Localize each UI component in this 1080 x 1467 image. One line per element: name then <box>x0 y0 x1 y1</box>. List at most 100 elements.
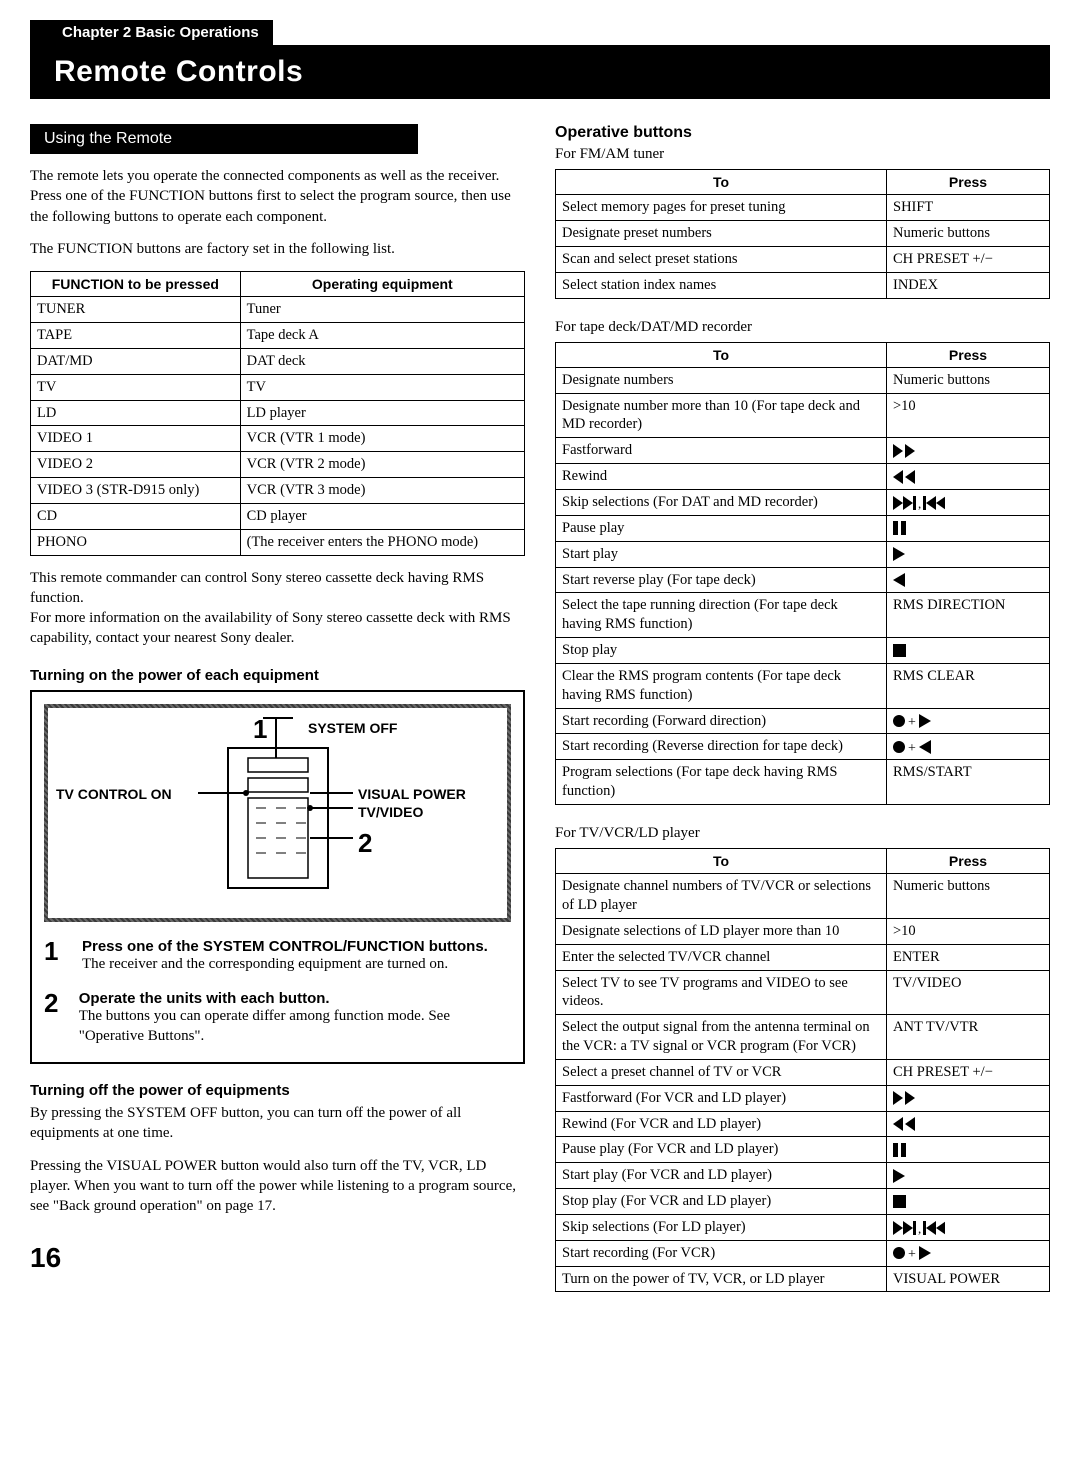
skip-icon: , <box>893 494 945 510</box>
table-row: Designate preset numbersNumeric buttons <box>556 221 1050 247</box>
table-row: Pause play <box>556 515 1050 541</box>
table-cell: Select the tape running direction (For t… <box>556 593 887 638</box>
table-cell <box>887 438 1050 464</box>
table-cell: Select a preset channel of TV or VCR <box>556 1059 887 1085</box>
table-cell: Stop play <box>556 638 887 664</box>
table-cell <box>887 1085 1050 1111</box>
table-row: Start play <box>556 541 1050 567</box>
table-cell: TV <box>31 374 241 400</box>
intro-paragraph-1: The remote lets you operate the connecte… <box>30 166 525 227</box>
table-row: DAT/MDDAT deck <box>31 348 525 374</box>
table-row: TVTV <box>31 374 525 400</box>
table-cell: TAPE <box>31 323 241 349</box>
table-row: Turn on the power of TV, VCR, or LD play… <box>556 1266 1050 1292</box>
function-table: FUNCTION to be pressedOperating equipmen… <box>30 271 525 556</box>
table-cell: , <box>887 489 1050 515</box>
intro-paragraph-2: The FUNCTION buttons are factory set in … <box>30 239 525 259</box>
table-cell <box>887 567 1050 593</box>
table-cell: Select TV to see TV programs and VIDEO t… <box>556 970 887 1015</box>
table-cell: Designate number more than 10 (For tape … <box>556 393 887 438</box>
table-cell: PHONO <box>31 529 241 555</box>
table-row: Select the tape running direction (For t… <box>556 593 1050 638</box>
table-header: Operating equipment <box>240 272 524 297</box>
turn-off-heading: Turning off the power of equipments <box>30 1082 525 1099</box>
table-cell: LD player <box>240 400 524 426</box>
play-icon <box>893 546 907 562</box>
table-cell: (The receiver enters the PHONO mode) <box>240 529 524 555</box>
using-remote-heading: Using the Remote <box>30 124 418 154</box>
remote-diagram: 1 SYSTEM OFF TV CONTROL ON VISUAL POWER … <box>30 690 525 1065</box>
table-cell: VIDEO 2 <box>31 452 241 478</box>
table-row: Clear the RMS program contents (For tape… <box>556 663 1050 708</box>
table-cell: Start play (For VCR and LD player) <box>556 1163 887 1189</box>
table-cell: ENTER <box>887 944 1050 970</box>
table-cell: Numeric buttons <box>887 874 1050 919</box>
table-cell: CH PRESET +/− <box>887 246 1050 272</box>
table-row: Rewind <box>556 464 1050 490</box>
table-cell: Select the output signal from the antenn… <box>556 1015 887 1060</box>
table-row: Start recording (Reverse direction for t… <box>556 734 1050 760</box>
table-row: LDLD player <box>31 400 525 426</box>
table-row: Designate channel numbers of TV/VCR or s… <box>556 874 1050 919</box>
table-cell: VCR (VTR 2 mode) <box>240 452 524 478</box>
table-cell: TUNER <box>31 297 241 323</box>
step-2-title: Operate the units with each button. <box>79 990 511 1007</box>
pause-icon <box>893 1141 907 1157</box>
table-cell: CD <box>31 503 241 529</box>
table-row: Select a preset channel of TV or VCRCH P… <box>556 1059 1050 1085</box>
table-cell: LD <box>31 400 241 426</box>
table-cell <box>887 515 1050 541</box>
table-cell: >10 <box>887 918 1050 944</box>
pause-icon <box>893 520 907 536</box>
table-row: Program selections (For tape deck having… <box>556 760 1050 805</box>
svg-text:,: , <box>918 496 921 510</box>
table-cell: Fastforward (For VCR and LD player) <box>556 1085 887 1111</box>
table-row: Stop play (For VCR and LD player) <box>556 1189 1050 1215</box>
table-cell: RMS DIRECTION <box>887 593 1050 638</box>
table-cell: TV <box>240 374 524 400</box>
table-cell: Skip selections (For LD player) <box>556 1214 887 1240</box>
table-cell: SHIFT <box>887 195 1050 221</box>
table-row: Designate numbersNumeric buttons <box>556 367 1050 393</box>
table-header: To <box>556 170 887 195</box>
table-row: Fastforward (For VCR and LD player) <box>556 1085 1050 1111</box>
recfwd-icon: + <box>893 713 933 729</box>
table-row: CDCD player <box>31 503 525 529</box>
turn-off-paragraph-1: By pressing the SYSTEM OFF button, you c… <box>30 1103 525 1144</box>
table-row: VIDEO 3 (STR-D915 only)VCR (VTR 3 mode) <box>31 478 525 504</box>
table-row: Select memory pages for preset tuningSHI… <box>556 195 1050 221</box>
step-number-2: 2 <box>44 990 65 1046</box>
table-row: Start recording (Forward direction) + <box>556 708 1050 734</box>
table-header: Press <box>887 342 1050 367</box>
table-cell <box>887 638 1050 664</box>
table-row: Designate number more than 10 (For tape … <box>556 393 1050 438</box>
table-row: PHONO(The receiver enters the PHONO mode… <box>31 529 525 555</box>
rew-icon <box>893 468 921 484</box>
table-row: Skip selections (For DAT and MD recorder… <box>556 489 1050 515</box>
table-cell: Start recording (Forward direction) <box>556 708 887 734</box>
table-row: TUNERTuner <box>31 297 525 323</box>
table-cell: VIDEO 3 (STR-D915 only) <box>31 478 241 504</box>
table-cell: Select memory pages for preset tuning <box>556 195 887 221</box>
table-cell: DAT/MD <box>31 348 241 374</box>
recrev-icon: + <box>893 738 933 754</box>
table-cell: TV/VIDEO <box>887 970 1050 1015</box>
skip-icon: , <box>893 1219 945 1235</box>
table-header: To <box>556 342 887 367</box>
step-2-text: The buttons you can operate differ among… <box>79 1007 511 1046</box>
fm-am-table: ToPressSelect memory pages for preset tu… <box>555 169 1050 299</box>
svg-text:+: + <box>908 1247 916 1260</box>
table-cell: + <box>887 734 1050 760</box>
ff-icon <box>893 1090 921 1106</box>
table-cell: VIDEO 1 <box>31 426 241 452</box>
table-row: Stop play <box>556 638 1050 664</box>
after-table-paragraph: This remote commander can control Sony s… <box>30 568 525 649</box>
table-cell <box>887 541 1050 567</box>
table-cell: Pause play (For VCR and LD player) <box>556 1137 887 1163</box>
table-row: Fastforward <box>556 438 1050 464</box>
tv-subheading: For TV/VCR/LD player <box>555 825 1050 842</box>
recfwd-icon: + <box>893 1245 933 1261</box>
table-row: Pause play (For VCR and LD player) <box>556 1137 1050 1163</box>
table-cell: INDEX <box>887 272 1050 298</box>
table-row: TAPETape deck A <box>31 323 525 349</box>
